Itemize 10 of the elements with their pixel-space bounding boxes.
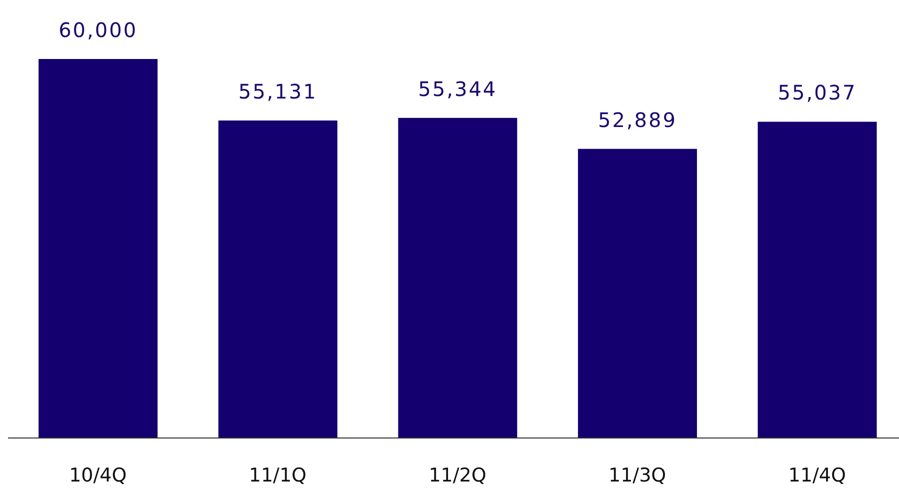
data-label: 52,889	[598, 108, 677, 132]
data-label: 60,000	[58, 18, 138, 42]
data-label: 55,344	[418, 76, 498, 101]
data-label: 55,037	[778, 80, 857, 105]
x-tick-label: 11/3Q	[608, 464, 666, 486]
data-label: 55,131	[238, 80, 318, 104]
x-tick-label: 10/4Q	[69, 464, 127, 486]
x-tick-label: 11/2Q	[428, 464, 486, 486]
x-tick-label: 11/1Q	[248, 464, 307, 486]
x-tick-label: 11/4Q	[788, 464, 846, 486]
